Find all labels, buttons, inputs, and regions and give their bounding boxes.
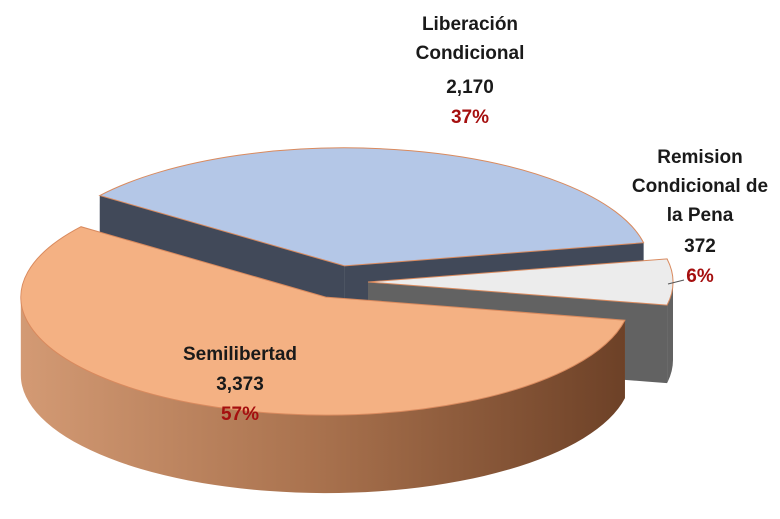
- value-label: 372: [684, 236, 716, 257]
- percent-label: 37%: [451, 107, 489, 128]
- percent-label: 6%: [686, 266, 714, 287]
- slice: [20, 226, 626, 416]
- category-label: Semilibertad: [183, 344, 297, 365]
- value-label: 2,170: [446, 77, 494, 98]
- leader-line: [667, 279, 685, 285]
- percent-label: 57%: [221, 404, 259, 425]
- slice: [367, 258, 674, 306]
- category-label: Liberación Condicional: [416, 14, 525, 64]
- category-label: Remision Condicional de la Pena: [632, 147, 768, 226]
- slice-rim: [667, 282, 673, 384]
- slice: [98, 147, 645, 267]
- value-label: 3,373: [216, 374, 264, 395]
- slice-rim: [20, 297, 625, 494]
- pie: [20, 147, 674, 494]
